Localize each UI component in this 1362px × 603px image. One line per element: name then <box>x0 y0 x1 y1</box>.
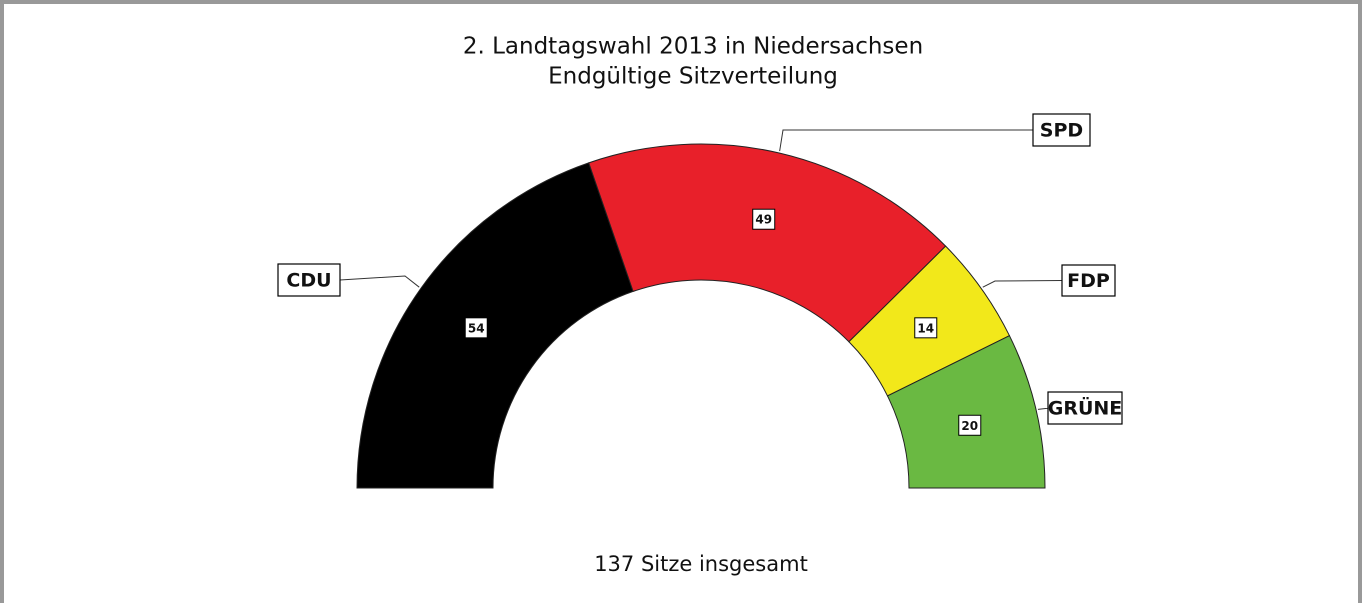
chart-subtitle: Endgültige Sitzverteilung <box>548 64 838 90</box>
legend-label: CDU <box>286 270 331 292</box>
value-label: 14 <box>917 321 934 335</box>
segment <box>588 143 947 343</box>
chart-title: 2. Landtagswahl 2013 in Niedersachsen <box>463 34 923 60</box>
leader-line <box>779 129 1033 152</box>
legend-label: SPD <box>1040 120 1083 142</box>
leader-line <box>339 275 420 288</box>
legend-box <box>277 263 341 297</box>
value-label-box <box>464 317 488 339</box>
segment <box>356 162 634 489</box>
legend-box <box>1047 391 1123 425</box>
value-label: 20 <box>961 419 978 433</box>
value-label-box <box>752 208 776 230</box>
legend-box <box>1032 113 1091 147</box>
segment <box>886 335 1046 489</box>
legend-label: FDP <box>1067 270 1110 292</box>
value-label: 54 <box>468 321 485 335</box>
value-label-box <box>958 414 982 436</box>
footer: 137 Sitze insgesamt <box>594 552 808 576</box>
value-label-box <box>914 317 938 339</box>
leader-line <box>982 280 1063 288</box>
legend-label: GRÜNE <box>1048 396 1123 420</box>
legend-box <box>1061 264 1116 297</box>
value-label: 49 <box>755 213 772 227</box>
